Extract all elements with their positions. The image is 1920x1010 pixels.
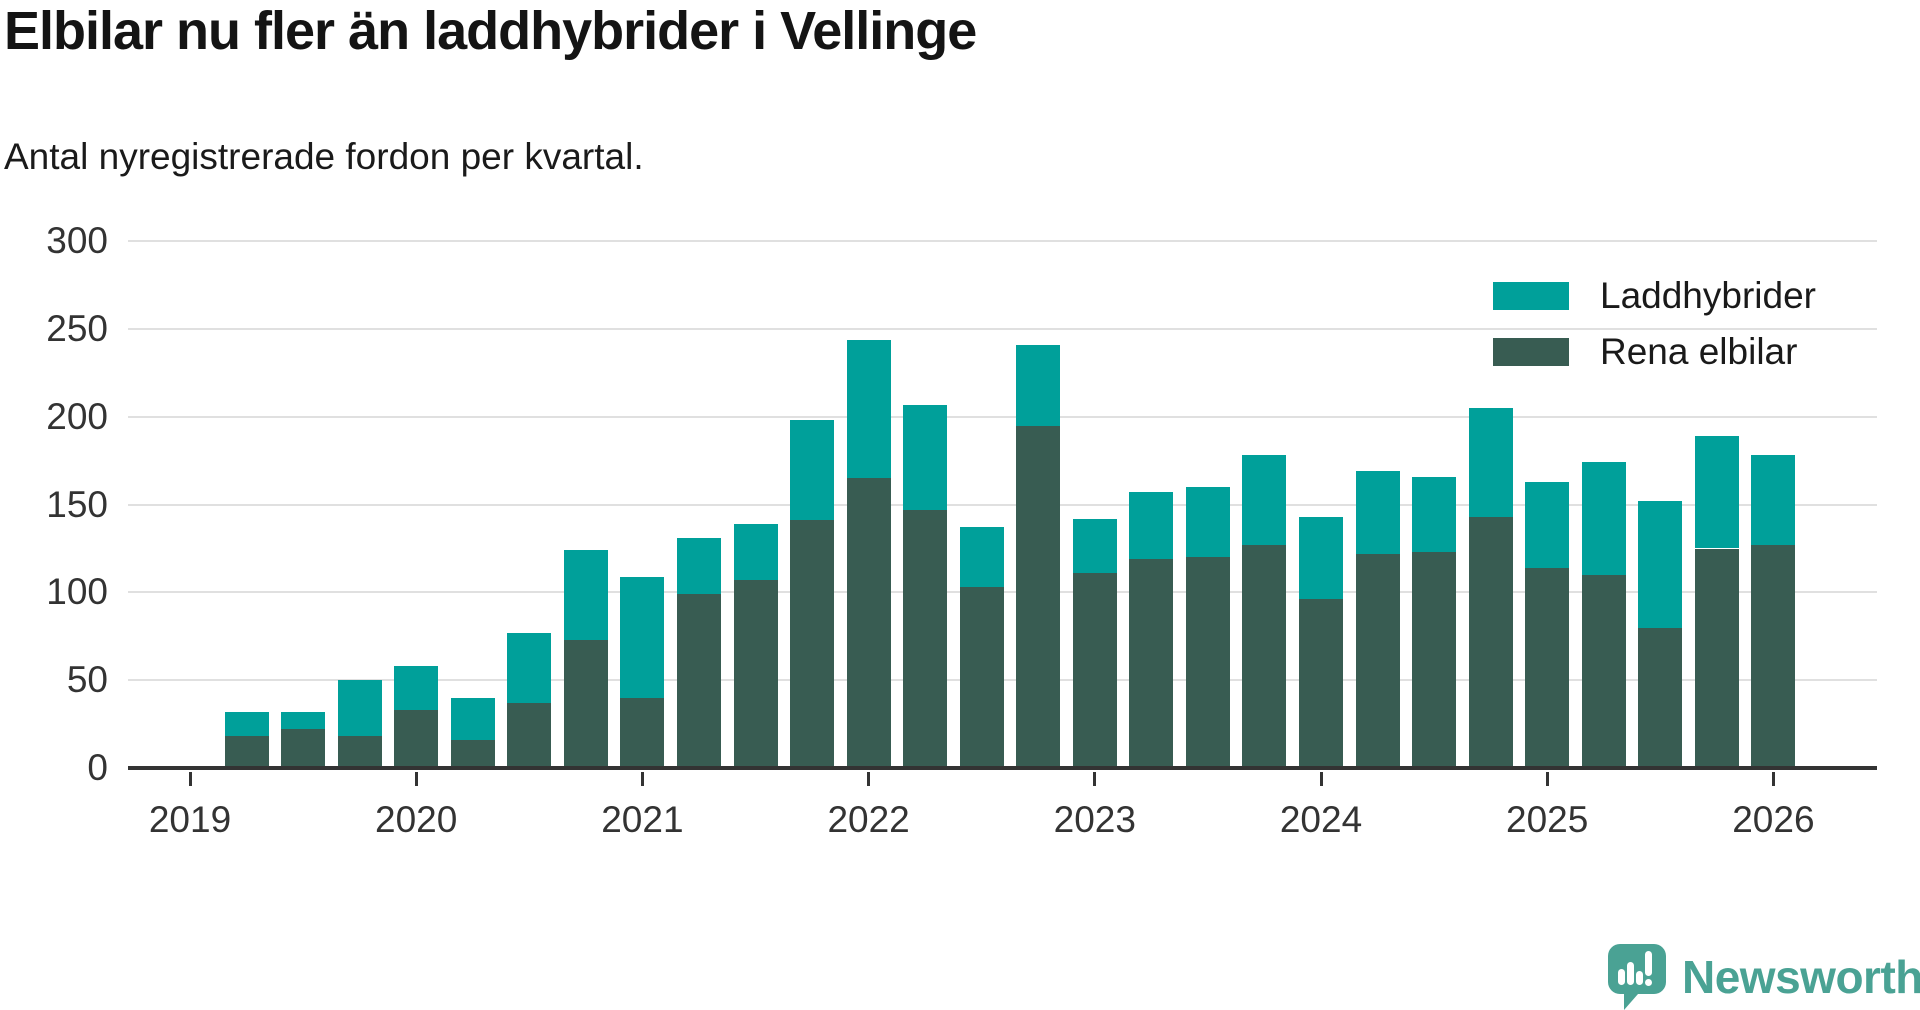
bar-segment-laddhybrider <box>394 666 438 710</box>
bar-segment-rena-elbilar <box>394 710 438 768</box>
bar-segment-laddhybrider <box>1016 345 1060 426</box>
bar-segment-rena-elbilar <box>1073 573 1117 768</box>
bar-segment-laddhybrider <box>1299 517 1343 600</box>
bar-segment-laddhybrider <box>1751 455 1795 545</box>
bar-segment-laddhybrider <box>620 577 664 698</box>
x-axis-tick <box>415 772 418 786</box>
x-axis-tick <box>1772 772 1775 786</box>
logo-exclamation-dot <box>1645 979 1652 986</box>
bar-segment-laddhybrider <box>1525 482 1569 568</box>
bar-segment-laddhybrider <box>1695 436 1739 548</box>
legend-label: Laddhybrider <box>1600 275 1816 317</box>
bar-segment-laddhybrider <box>677 538 721 594</box>
bar-segment-rena-elbilar <box>1299 599 1343 768</box>
y-axis-tick-label: 200 <box>0 397 108 437</box>
bar-segment-laddhybrider <box>960 527 1004 587</box>
x-axis-year-label: 2022 <box>799 800 939 840</box>
gridline-200 <box>128 416 1877 418</box>
legend: Laddhybrider Rena elbilar <box>1493 282 1816 394</box>
bar-segment-laddhybrider <box>281 712 325 730</box>
bar-segment-rena-elbilar <box>1129 559 1173 768</box>
bar-segment-rena-elbilar <box>847 478 891 768</box>
bar-segment-laddhybrider <box>225 712 269 737</box>
legend-label: Rena elbilar <box>1600 331 1797 373</box>
x-axis-tick <box>1093 772 1096 786</box>
x-axis-tick <box>1320 772 1323 786</box>
x-axis-tick <box>867 772 870 786</box>
y-axis-tick-label: 50 <box>0 660 108 700</box>
bar-segment-rena-elbilar <box>281 729 325 768</box>
bar-segment-rena-elbilar <box>677 594 721 768</box>
bar-segment-laddhybrider <box>847 340 891 479</box>
bar-segment-laddhybrider <box>1638 501 1682 627</box>
x-axis-year-label: 2019 <box>120 800 260 840</box>
y-axis-tick-label: 0 <box>0 748 108 788</box>
bar-segment-laddhybrider <box>564 550 608 640</box>
bar-segment-rena-elbilar <box>734 580 778 768</box>
bar-segment-rena-elbilar <box>620 698 664 768</box>
bar-segment-laddhybrider <box>1582 462 1626 574</box>
bar-segment-rena-elbilar <box>451 740 495 768</box>
bar-segment-laddhybrider <box>451 698 495 740</box>
bar-segment-laddhybrider <box>734 524 778 580</box>
bar-segment-laddhybrider <box>1186 487 1230 557</box>
x-axis-year-label: 2024 <box>1251 800 1391 840</box>
bar-segment-rena-elbilar <box>1412 552 1456 768</box>
bar-segment-rena-elbilar <box>1582 575 1626 768</box>
bar-segment-rena-elbilar <box>1469 517 1513 768</box>
newsworthy-logo-icon <box>1608 944 1666 1010</box>
y-axis-tick-label: 250 <box>0 309 108 349</box>
bar-segment-laddhybrider <box>507 633 551 703</box>
x-axis-year-label: 2020 <box>346 800 486 840</box>
bar-segment-rena-elbilar <box>507 703 551 768</box>
logo-bar-2 <box>1627 962 1634 985</box>
bar-segment-rena-elbilar <box>790 520 834 768</box>
newsworthy-logo-text: Newsworthy <box>1682 950 1920 1004</box>
legend-swatch <box>1493 282 1569 310</box>
bar-segment-laddhybrider <box>790 420 834 520</box>
bar-segment-rena-elbilar <box>338 736 382 768</box>
x-axis-year-label: 2021 <box>572 800 712 840</box>
logo-bar-1 <box>1618 969 1625 985</box>
x-axis-tick <box>189 772 192 786</box>
bar-segment-rena-elbilar <box>1186 557 1230 768</box>
logo-exclamation-stem <box>1645 951 1652 976</box>
bar-segment-rena-elbilar <box>1695 549 1739 769</box>
bar-segment-laddhybrider <box>1242 455 1286 545</box>
bar-segment-rena-elbilar <box>903 510 947 768</box>
bar-segment-rena-elbilar <box>1242 545 1286 768</box>
legend-item: Laddhybrider <box>1493 282 1816 310</box>
bar-segment-rena-elbilar <box>1638 628 1682 768</box>
x-axis-tick <box>1546 772 1549 786</box>
x-axis-tick <box>641 772 644 786</box>
bar-segment-rena-elbilar <box>960 587 1004 768</box>
bar-segment-rena-elbilar <box>1356 554 1400 768</box>
bar-segment-laddhybrider <box>1412 477 1456 553</box>
logo-bar-3 <box>1636 971 1643 985</box>
x-axis-year-label: 2026 <box>1703 800 1843 840</box>
bar-segment-laddhybrider <box>1469 408 1513 517</box>
x-axis-line <box>128 766 1877 770</box>
bar-segment-laddhybrider <box>903 405 947 510</box>
bar-segment-laddhybrider <box>1129 492 1173 559</box>
x-axis-year-label: 2023 <box>1025 800 1165 840</box>
bar-segment-rena-elbilar <box>1525 568 1569 768</box>
bar-segment-rena-elbilar <box>1751 545 1795 768</box>
bar-segment-rena-elbilar <box>564 640 608 768</box>
newsworthy-logo: Newsworthy <box>1608 944 1920 1010</box>
x-axis-year-label: 2025 <box>1477 800 1617 840</box>
plot-area: 0 50 100 150 200 250 300 2019 2020 2021 2022 2023 20… <box>0 0 1920 1010</box>
bar-segment-rena-elbilar <box>1016 426 1060 768</box>
bar-segment-laddhybrider <box>1356 471 1400 554</box>
chart-canvas: Elbilar nu fler än laddhybrider i Vellin… <box>0 0 1920 1010</box>
y-axis-tick-label: 300 <box>0 221 108 261</box>
legend-item: Rena elbilar <box>1493 338 1816 366</box>
y-axis-tick-label: 150 <box>0 485 108 525</box>
bar-segment-rena-elbilar <box>225 736 269 768</box>
y-axis-tick-label: 100 <box>0 572 108 612</box>
bar-segment-laddhybrider <box>1073 519 1117 573</box>
legend-swatch <box>1493 338 1569 366</box>
gridline-300 <box>128 240 1877 242</box>
bar-segment-laddhybrider <box>338 680 382 736</box>
